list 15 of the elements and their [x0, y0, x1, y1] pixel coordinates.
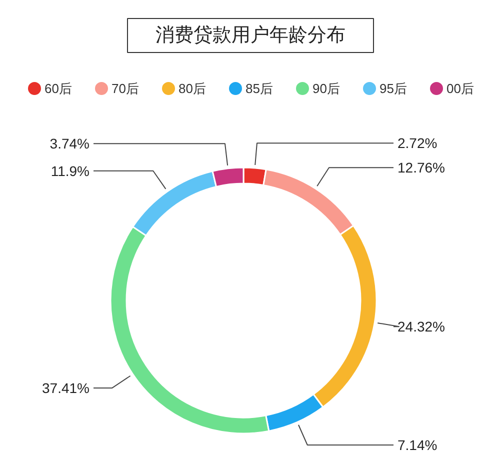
legend-label: 70后 [112, 81, 139, 96]
legend-label: 80后 [178, 81, 206, 96]
data-label: 3.74% [50, 136, 90, 152]
chart-title: 消费贷款用户年龄分布 [156, 24, 346, 46]
legend-label: 85后 [246, 81, 273, 96]
data-label: 12.76% [398, 160, 445, 176]
data-label: 7.14% [398, 437, 438, 454]
data-label: 11.9% [50, 162, 90, 179]
data-label: 24.32% [398, 318, 445, 335]
data-label: 2.72% [398, 135, 438, 152]
legend-label: 00后 [446, 81, 474, 96]
legend-label: 90后 [312, 81, 340, 96]
legend-label: 95后 [380, 81, 407, 96]
legend-label: 60后 [44, 81, 72, 96]
data-label: 37.41% [42, 380, 90, 396]
